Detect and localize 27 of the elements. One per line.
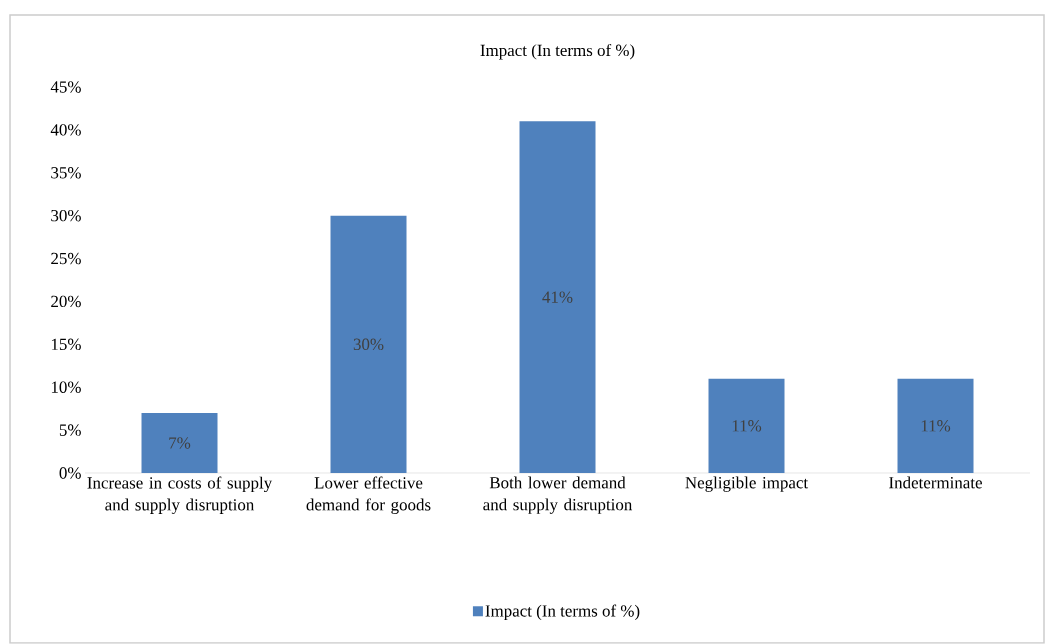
bar <box>708 378 785 474</box>
bar <box>141 413 218 474</box>
y-tick-label: 15% <box>51 338 81 351</box>
y-tick-label: 30% <box>51 210 81 222</box>
data-label: 41% <box>542 291 573 303</box>
y-tick-label: 10% <box>51 381 81 394</box>
y-tick-label: 20% <box>51 295 81 308</box>
chart-title: Impact (In terms of %) <box>480 44 635 60</box>
y-tick-label: 40% <box>50 124 81 136</box>
bar <box>519 121 596 474</box>
data-label: 7% <box>169 437 191 449</box>
bar <box>330 215 407 474</box>
x-tick-label: Negligible impact <box>685 476 809 493</box>
x-tick-label: Increase in costs of supply and supply disruption <box>87 476 273 515</box>
x-tick-label: Both lower demand and supply disruption <box>483 476 633 514</box>
data-label: 11% <box>921 420 951 432</box>
y-tick-label: 35% <box>51 167 81 179</box>
legend-label: Impact (In terms of %) <box>485 604 640 621</box>
y-tick-label: 25% <box>51 252 81 265</box>
data-label: 30% <box>353 338 384 351</box>
y-tick-label: 45% <box>50 81 81 93</box>
bar <box>897 378 974 474</box>
x-tick-label: Lower effective demand for goods <box>306 476 431 515</box>
y-tick-label: 0% <box>59 467 81 479</box>
data-label: 11% <box>732 420 762 432</box>
x-tick-label: Indeterminate <box>889 476 982 489</box>
y-tick-label: 5% <box>59 424 81 436</box>
